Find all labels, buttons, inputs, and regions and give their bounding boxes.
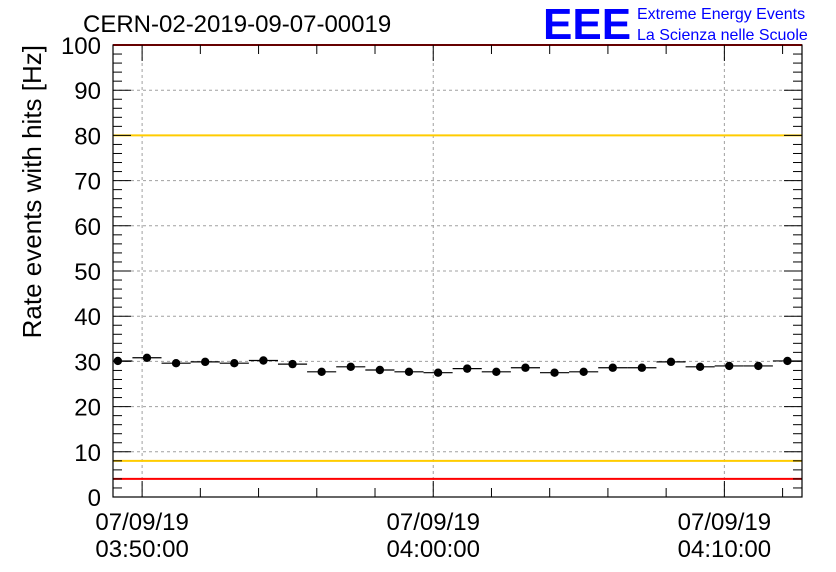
data-point bbox=[725, 361, 734, 371]
data-point bbox=[259, 356, 268, 365]
data-point bbox=[608, 363, 617, 372]
grid bbox=[113, 45, 802, 497]
y-axis-label: Rate events with hits [Hz] bbox=[17, 45, 47, 338]
logo-line1: Extreme Energy Events bbox=[637, 6, 805, 23]
logo-mark: EEE bbox=[543, 0, 631, 49]
x-tick-label-time: 04:00:00 bbox=[387, 536, 480, 563]
y-tick-label: 0 bbox=[88, 485, 101, 512]
y-tick-label: 10 bbox=[74, 440, 101, 467]
data-point bbox=[637, 363, 647, 372]
y-tick-label: 50 bbox=[74, 259, 101, 286]
y-axis: 0 10 20 30 40 50 60 70 80 90 100 bbox=[61, 33, 802, 512]
data-point bbox=[346, 362, 355, 372]
y-tick-label: 40 bbox=[74, 304, 101, 331]
y-tick-label: 90 bbox=[74, 78, 101, 105]
x-tick-label-date: 07/09/19 bbox=[95, 509, 188, 536]
y-tick-label: 70 bbox=[74, 169, 101, 196]
data-point bbox=[317, 367, 326, 376]
x-tick-label-date: 07/09/19 bbox=[387, 509, 480, 536]
eee-logo: EEE Extreme Energy Events La Scienza nel… bbox=[543, 0, 808, 49]
data-point bbox=[666, 357, 676, 367]
y-tick-label: 60 bbox=[74, 214, 101, 241]
data-point bbox=[288, 359, 297, 369]
y-tick-label: 30 bbox=[74, 349, 101, 376]
data-point bbox=[200, 357, 210, 367]
data-series bbox=[113, 353, 802, 377]
data-point bbox=[550, 368, 559, 377]
x-tick-label-time: 04:10:00 bbox=[678, 536, 771, 563]
chart-title: CERN-02-2019-09-07-00019 bbox=[83, 11, 391, 38]
y-tick-label: 20 bbox=[74, 395, 101, 422]
data-point bbox=[433, 368, 443, 377]
data-point bbox=[521, 363, 530, 372]
data-point bbox=[463, 364, 472, 373]
x-tick-label-time: 03:50:00 bbox=[95, 536, 188, 563]
data-point bbox=[695, 362, 705, 372]
data-point bbox=[492, 367, 501, 376]
data-point bbox=[579, 367, 588, 376]
data-point bbox=[404, 367, 414, 376]
data-point bbox=[754, 361, 763, 371]
data-point bbox=[375, 365, 385, 375]
y-tick-label: 100 bbox=[61, 33, 101, 60]
y-tick-label: 80 bbox=[74, 123, 101, 150]
threshold-lines bbox=[113, 44, 802, 480]
data-point bbox=[230, 359, 239, 368]
x-tick-label-date: 07/09/19 bbox=[678, 509, 771, 536]
data-point bbox=[142, 353, 152, 362]
data-point bbox=[171, 359, 181, 368]
logo-line2: La Scienza nelle Scuole bbox=[637, 27, 808, 44]
x-axis: 07/09/1903:50:0007/09/1904:00:0007/09/19… bbox=[95, 45, 784, 563]
